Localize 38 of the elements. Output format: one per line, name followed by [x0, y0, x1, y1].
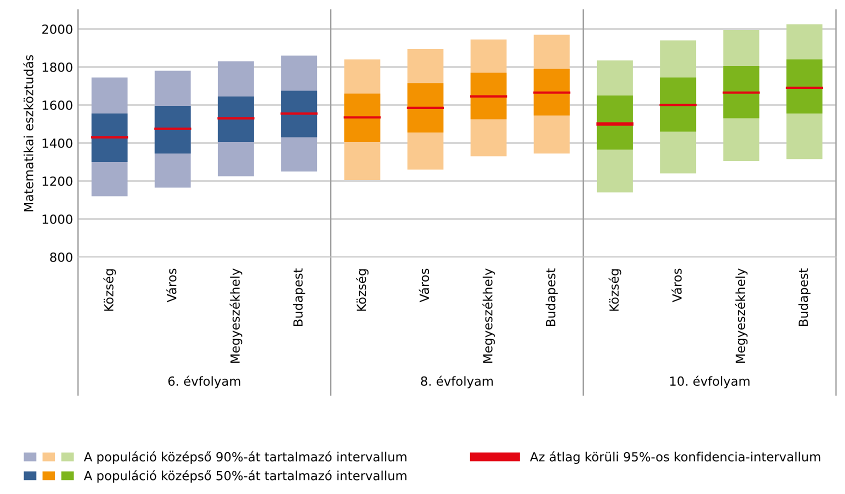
- legend-label: A populáció középső 90%-át tartalmazó intervallum: [84, 451, 406, 464]
- bar: [596, 96, 633, 150]
- bar: [660, 77, 696, 132]
- x-tick-label: Budapest: [798, 268, 810, 326]
- x-tick-label: Budapest: [293, 268, 306, 326]
- text: 8. évfolyam: [420, 376, 493, 388]
- y-tick-label: 800: [50, 252, 72, 262]
- y-tick-label: 1800: [42, 62, 72, 72]
- x-tick-label: Város: [672, 268, 682, 302]
- bar: [218, 96, 254, 142]
- y-tick-label: 1600: [42, 100, 72, 110]
- bar: [407, 83, 444, 133]
- legend-label: Az átlag körüli 95%-os konfidencia-intervallum: [530, 451, 820, 464]
- bar: [723, 66, 760, 118]
- bar: [154, 106, 191, 154]
- x-tick-label: Város: [418, 268, 430, 302]
- text: 6. évfolyam: [168, 376, 240, 388]
- x-tick-label: Község: [103, 269, 116, 311]
- y-axis-title: Matematikai eszköztudás: [23, 55, 34, 212]
- y-tick-label: 1200: [42, 176, 72, 186]
- x-tick-label: Megyeszékhely: [482, 268, 495, 363]
- y-tick-label: 2000: [42, 24, 72, 34]
- x-tick-label: Megyeszékhely: [734, 268, 748, 363]
- x-tick-label: Megyeszékhely: [230, 268, 242, 363]
- x-tick-label: Község: [356, 269, 369, 311]
- bar: [786, 59, 822, 114]
- x-tick-label: Város: [166, 268, 176, 302]
- bar: [470, 72, 507, 120]
- bar: [534, 68, 570, 116]
- x-tick-label: Budapest: [546, 268, 558, 326]
- bar: [344, 94, 380, 142]
- x-tick-label: Község: [608, 269, 622, 311]
- text: 10. évfolyam: [670, 376, 750, 388]
- legend-label: A populáció középső 50%-át tartalmazó intervallum: [84, 470, 406, 483]
- y-tick-label: 1400: [42, 138, 72, 148]
- bar: [92, 114, 128, 162]
- y-tick-label: 1000: [42, 214, 72, 224]
- bar: [281, 90, 318, 138]
